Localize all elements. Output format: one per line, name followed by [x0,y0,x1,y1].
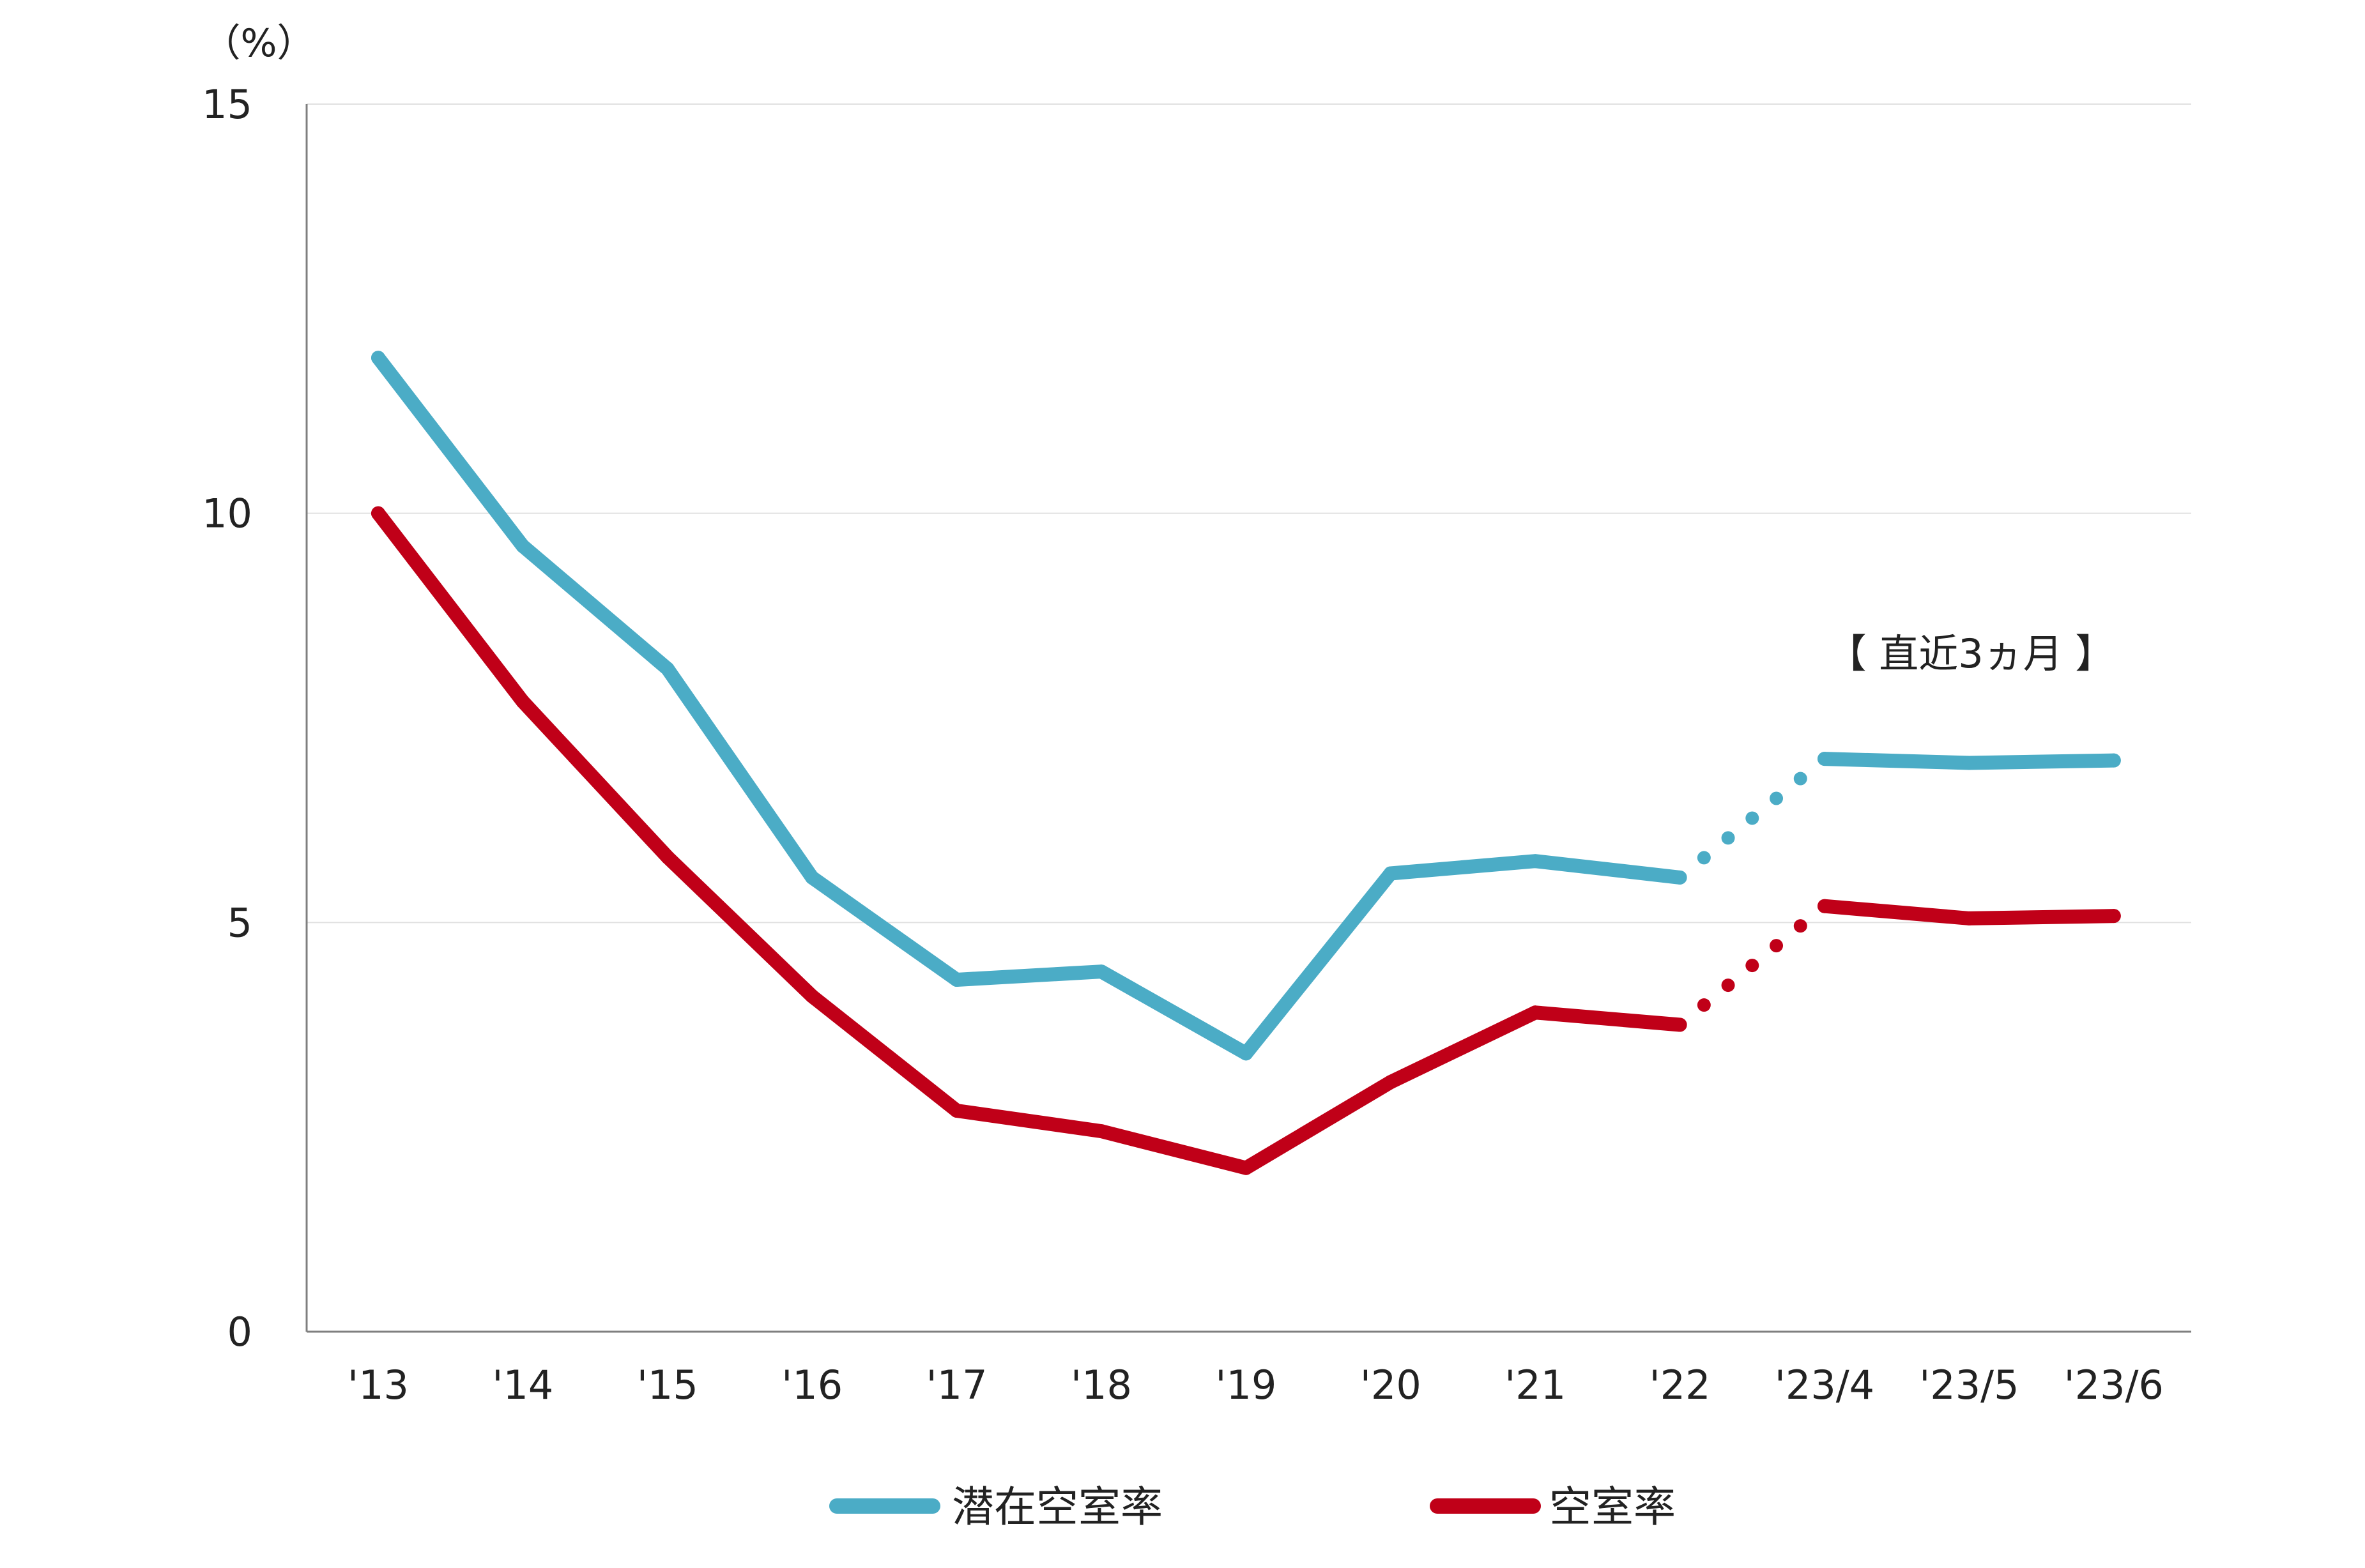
x-tick-label: '19 [1215,1362,1276,1408]
series-line-annual [371,351,1687,1061]
y-tick-label: 10 [202,491,252,537]
x-tick-label: '17 [926,1362,988,1408]
x-tick-label: '23/6 [2064,1362,2164,1408]
x-tick-label: '14 [492,1362,553,1408]
data-point [1094,964,1108,979]
data-point [1239,1046,1253,1061]
data-point [1818,752,1832,766]
data-point [1672,1017,1687,1032]
annotation-recent-3-months: 【 直近3ヵ月 】 [1827,630,2115,677]
data-point [660,849,675,864]
x-tick-label: '23/4 [1775,1362,1874,1408]
data-point [1672,870,1687,885]
data-point [1239,1161,1253,1175]
series-connector-dot [1770,791,1784,805]
x-tick-label: '21 [1504,1362,1566,1408]
series-connector-dot [1745,959,1759,973]
data-point [371,506,385,521]
data-point [805,870,820,885]
series-connector-dot [1793,772,1807,786]
series-line-annual [371,506,1687,1175]
data-point [2106,909,2121,924]
data-point [1383,1075,1398,1090]
data-point [949,973,964,987]
data-point [516,538,530,553]
series-connector-dot [1745,811,1759,825]
data-point [805,989,820,1003]
series-connector-dot [1770,939,1784,953]
legend-item: 潜在空室率 [829,1482,1163,1532]
gridlines [307,103,2191,924]
series-connector-dot [1793,919,1807,933]
y-tick-label: 0 [227,1309,252,1355]
y-tick-labels: 0 5 10 15 [202,81,252,1355]
legend-item: 空室率 [1430,1482,1676,1532]
x-tick-label: '15 [637,1362,698,1408]
legend-label: 潜在空室率 [952,1482,1163,1532]
data-point [660,662,675,676]
x-tick-label: '23/5 [1919,1362,2019,1408]
data-point [1962,911,1977,925]
x-tick-label: '13 [348,1362,409,1408]
legend: 潜在空室率 空室率 [829,1482,1676,1532]
y-tick-label: 15 [202,81,252,128]
data-point [1818,899,1832,913]
series-connector-dot [1721,831,1735,845]
series-connector-dot [1697,851,1711,865]
y-unit-label: （%） [202,21,315,66]
x-tick-label: '18 [1071,1362,1132,1408]
data-point [1528,854,1543,869]
x-tick-labels: '13 '14 '15 '16 '17 '18 '19 '20 '21 '22 '23/4 '23/5… [348,1362,2164,1408]
series-potential-vacancy-rate [371,351,2121,1061]
series-connector-dot [1721,978,1735,993]
data-point [949,1104,964,1118]
y-tick-label: 5 [227,899,252,946]
series-vacancy-rate [371,506,2121,1175]
x-tick-label: '22 [1649,1362,1711,1408]
data-point [1094,1124,1108,1139]
data-point [1962,756,1977,770]
series-connector-dot [1697,998,1711,1012]
series-layer [371,351,2121,1175]
data-point [516,694,530,709]
x-tick-label: '16 [781,1362,843,1408]
data-point [1528,1005,1543,1020]
axes [305,104,2191,1333]
data-point [1383,866,1398,881]
data-point [2106,753,2121,768]
data-point [371,351,385,365]
legend-label: 空室率 [1549,1482,1676,1532]
x-tick-label: '20 [1360,1362,1421,1408]
